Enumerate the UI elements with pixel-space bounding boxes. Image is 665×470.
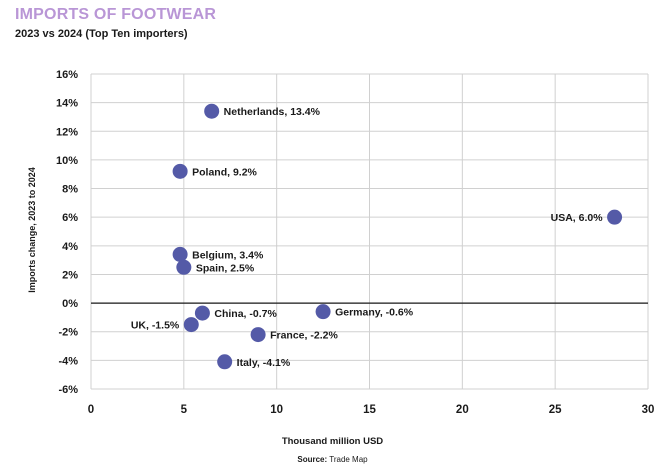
- y-tick-label: 0%: [62, 298, 78, 310]
- chart-title: IMPORTS OF FOOTWEAR: [15, 6, 217, 23]
- data-point: [172, 246, 188, 262]
- data-label: USA, 6.0%: [551, 212, 604, 224]
- data-label: Italy, -4.1%: [237, 357, 291, 369]
- data-point: [204, 103, 220, 119]
- data-point: [172, 163, 188, 179]
- y-tick-label: 12%: [56, 126, 78, 138]
- x-tick-label: 25: [549, 404, 562, 416]
- x-tick-label: 15: [363, 404, 376, 416]
- y-tick-label: -2%: [58, 327, 78, 339]
- data-label: Netherlands, 13.4%: [224, 106, 321, 118]
- x-axis-label: Thousand million USD: [281, 436, 384, 447]
- y-tick-label: 6%: [62, 212, 78, 224]
- y-tick-label: 8%: [62, 184, 78, 196]
- y-tick-label: 14%: [56, 98, 78, 110]
- data-label: China, -0.7%: [214, 308, 277, 320]
- chart-subtitle: 2023 vs 2024 (Top Ten importers): [15, 28, 188, 40]
- data-point: [217, 354, 233, 370]
- x-tick-label: 10: [270, 404, 283, 416]
- data-point: [194, 305, 210, 321]
- y-axis-label: Imports change, 2023 to 2024: [27, 167, 37, 293]
- data-point: [315, 304, 331, 320]
- x-tick-label: 5: [181, 404, 188, 416]
- data-label: Spain, 2.5%: [196, 262, 255, 274]
- data-label: Poland, 9.2%: [192, 166, 257, 178]
- x-tick-label: 20: [456, 404, 469, 416]
- source-note: Source: Trade Map: [0, 455, 665, 464]
- data-label: Germany, -0.6%: [335, 307, 414, 319]
- data-point: [250, 327, 266, 343]
- y-tick-label: 16%: [56, 69, 78, 81]
- data-point: [183, 317, 199, 333]
- data-label: France, -2.2%: [270, 330, 338, 342]
- data-point: [176, 259, 192, 275]
- y-tick-label: -6%: [58, 384, 78, 396]
- source-label: Source:: [297, 455, 328, 464]
- y-tick-label: 2%: [62, 269, 78, 281]
- x-tick-label: 30: [642, 404, 655, 416]
- y-tick-label: 10%: [56, 155, 78, 167]
- data-label: UK, -1.5%: [131, 320, 180, 332]
- x-tick-label: 0: [88, 404, 94, 416]
- data-point: [607, 209, 623, 225]
- source-value: Trade Map: [329, 455, 368, 464]
- y-tick-label: -4%: [58, 355, 78, 367]
- data-label: Belgium, 3.4%: [192, 249, 264, 261]
- y-tick-label: 4%: [62, 241, 78, 253]
